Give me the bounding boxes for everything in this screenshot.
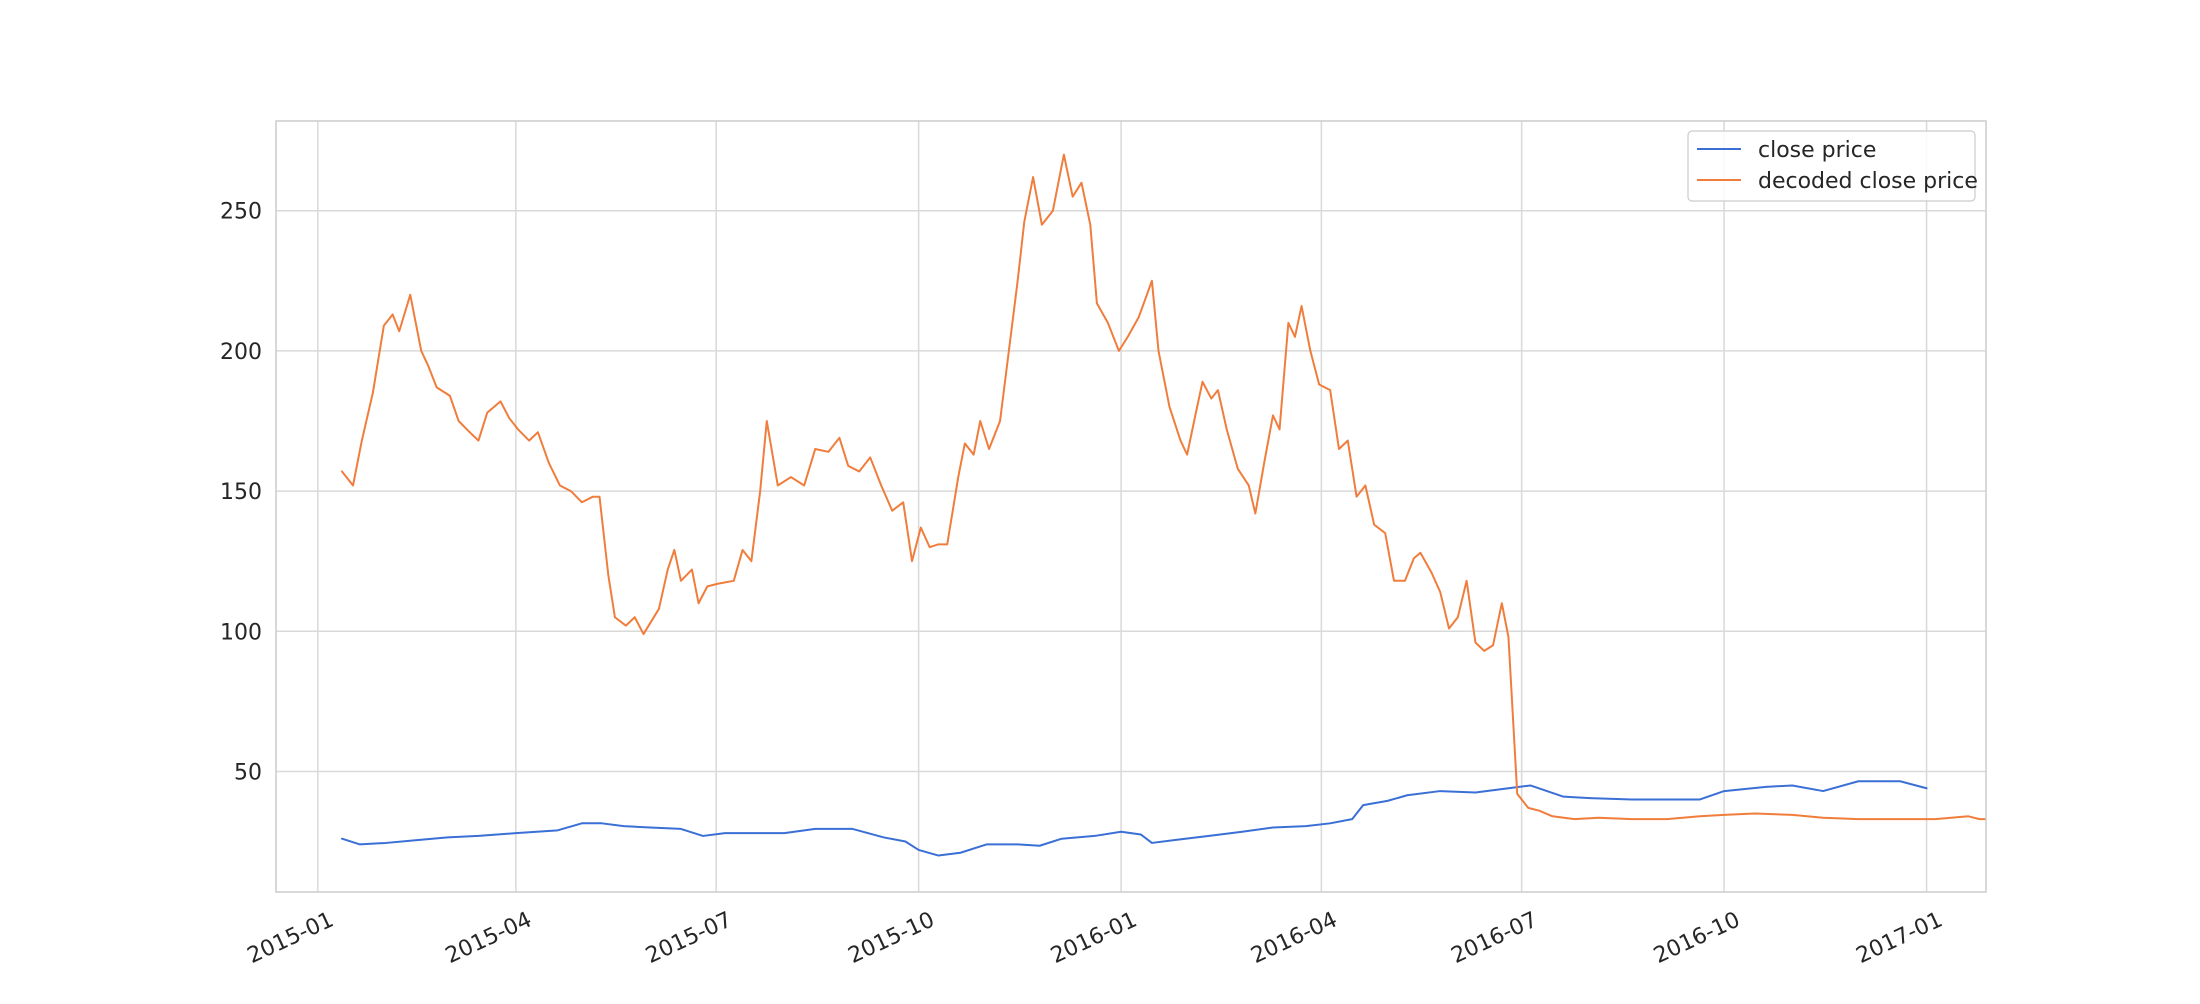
x-axis-tick-labels: 2015-01 2015-04 2015-07 2015-10 2016-01 2016-…: [244, 907, 1947, 969]
legend-label-close-price: close price: [1758, 138, 1876, 163]
series-line-decoded-close-price: [341, 153, 1986, 821]
x-tick-label: 2016-01: [1047, 907, 1141, 969]
x-tick-label: 2016-07: [1448, 907, 1542, 969]
y-tick-label: 100: [220, 620, 262, 645]
x-tick-label: 2015-01: [244, 907, 338, 969]
x-tick-label: 2015-07: [642, 907, 736, 969]
series-lines: [341, 153, 1986, 857]
y-axis-tick-labels: 50 100 150 200 250: [220, 200, 262, 786]
y-tick-label: 150: [220, 480, 262, 505]
series-line-close-price: [341, 780, 1928, 857]
plot-area-frame: [275, 120, 1987, 893]
x-tick-label: 2015-10: [845, 907, 939, 969]
x-tick-label: 2016-04: [1247, 907, 1341, 969]
y-tick-label: 200: [220, 340, 262, 365]
legend: close price decoded close price: [1687, 130, 1978, 202]
grid-lines: [276, 121, 1986, 892]
legend-label-decoded-close-price: decoded close price: [1758, 169, 1978, 194]
y-tick-label: 50: [234, 760, 262, 785]
x-tick-label: 2016-10: [1650, 907, 1744, 969]
legend-box: [1687, 130, 1976, 202]
y-tick-label: 250: [220, 200, 262, 225]
x-tick-label: 2017-01: [1853, 907, 1947, 969]
plot-area-background: [276, 121, 1986, 892]
x-tick-label: 2015-04: [442, 907, 536, 969]
